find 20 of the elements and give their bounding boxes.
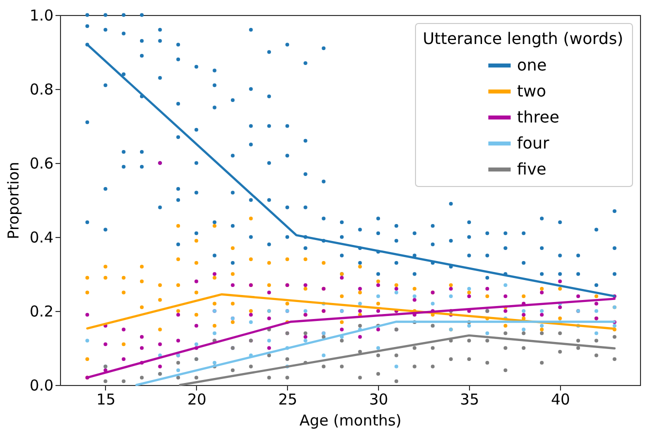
legend-title: Utterance length (words) bbox=[422, 29, 624, 48]
y-tick-label: 0.2 bbox=[30, 302, 54, 320]
legend-label: one bbox=[517, 56, 547, 74]
x-tick-label: 15 bbox=[96, 390, 116, 408]
legend-label: two bbox=[517, 82, 546, 100]
legend-label: five bbox=[517, 160, 546, 178]
x-tick-label: 20 bbox=[187, 390, 206, 408]
x-tick-label: 25 bbox=[278, 390, 298, 408]
y-tick-label: 0.6 bbox=[30, 154, 54, 172]
y-axis-title: Proportion bbox=[4, 162, 23, 240]
legend-label: three bbox=[517, 108, 560, 126]
y-tick-label: 0.8 bbox=[30, 80, 54, 98]
x-tick-label: 30 bbox=[369, 390, 388, 408]
y-tick-label: 0.0 bbox=[30, 376, 54, 394]
y-tick-label: 1.0 bbox=[30, 6, 54, 24]
y-tick-label: 0.4 bbox=[30, 228, 54, 246]
x-tick-label: 40 bbox=[550, 390, 570, 408]
x-tick-label: 35 bbox=[460, 390, 480, 408]
legend-label: four bbox=[517, 134, 550, 152]
x-axis-title: Age (months) bbox=[300, 412, 402, 429]
